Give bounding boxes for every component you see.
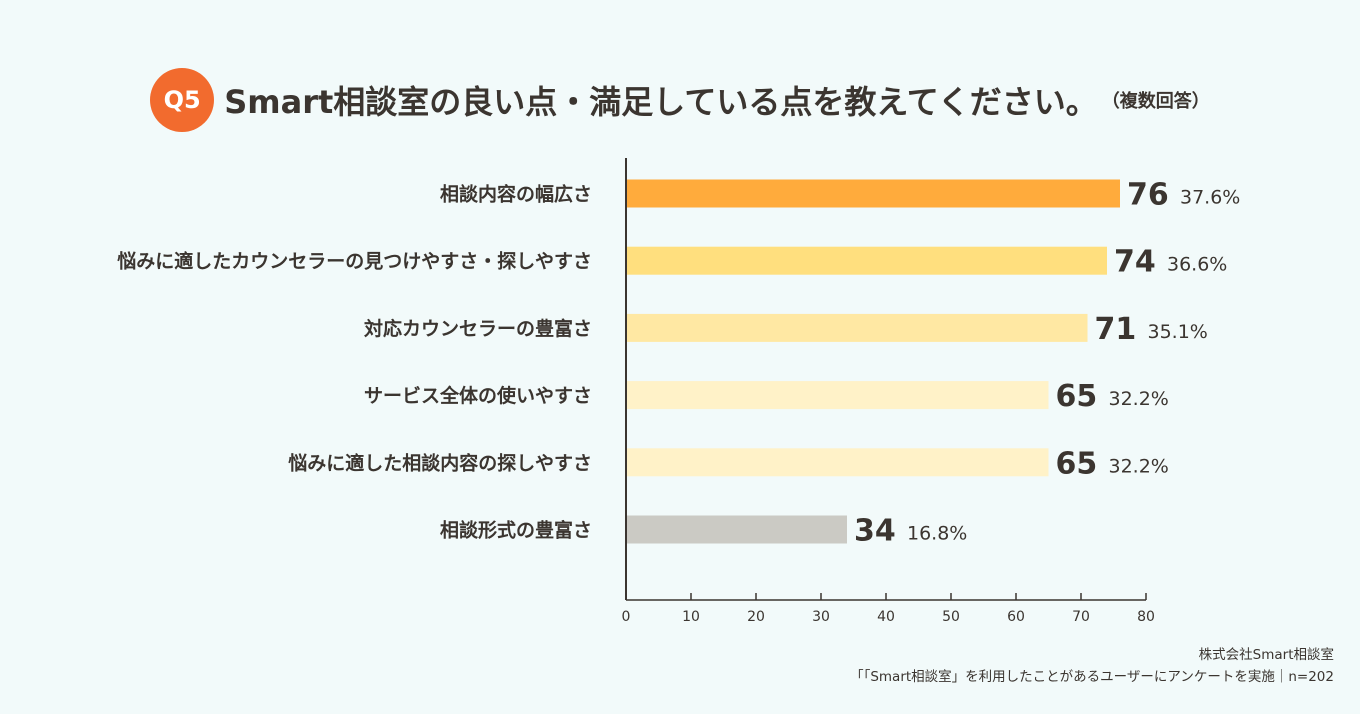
percent-label: 16.8% — [907, 523, 967, 545]
percent-label: 32.2% — [1109, 455, 1169, 477]
value-label: 74 — [1114, 245, 1156, 280]
chart-header: Q5 Smart相談室の良い点・満足している点を教えてください。 （複数回答） — [0, 68, 1360, 132]
value-label: 71 — [1095, 312, 1137, 347]
bar — [626, 179, 1120, 208]
value-label: 65 — [1056, 379, 1098, 414]
bar — [626, 515, 847, 544]
company-credit: 株式会社Smart相談室 — [1198, 647, 1334, 663]
x-tick-label: 30 — [812, 609, 830, 625]
x-tick-label: 50 — [942, 609, 960, 625]
x-tick-label: 70 — [1072, 609, 1090, 625]
bar — [626, 381, 1049, 410]
title-note: （複数回答） — [1101, 91, 1210, 112]
x-tick-label: 10 — [682, 609, 700, 625]
category-label: サービス全体の使いやすさ — [364, 384, 592, 407]
bar — [626, 246, 1107, 275]
percent-label: 36.6% — [1167, 254, 1227, 276]
chart-footer: 株式会社Smart相談室 「「Smart相談室」を利用したことがあるユーザーにア… — [850, 644, 1334, 688]
value-label: 76 — [1127, 178, 1169, 213]
x-tick-label: 0 — [622, 609, 631, 625]
bar — [626, 448, 1049, 477]
percent-label: 37.6% — [1180, 187, 1240, 209]
category-label: 相談内容の幅広さ — [440, 183, 592, 206]
x-tick-label: 80 — [1137, 609, 1155, 625]
x-tick-label: 20 — [747, 609, 765, 625]
chart-title: Smart相談室の良い点・満足している点を教えてください。 — [224, 83, 1098, 121]
category-label: 相談形式の豊富さ — [440, 519, 592, 542]
category-label: 悩みに適した相談内容の探しやすさ — [288, 451, 592, 474]
x-tick-label: 60 — [1007, 609, 1025, 625]
percent-label: 32.2% — [1109, 388, 1169, 410]
category-label: 対応カウンセラーの豊富さ — [363, 317, 592, 340]
value-label: 34 — [854, 514, 896, 549]
x-tick-label: 40 — [877, 609, 895, 625]
survey-note: 「「Smart相談室」を利用したことがあるユーザーにアンケートを実施｜n=202 — [850, 669, 1334, 685]
bar — [626, 313, 1088, 342]
question-badge: Q5 — [150, 68, 215, 132]
percent-label: 35.1% — [1148, 321, 1208, 343]
value-label: 65 — [1056, 446, 1098, 481]
category-label: 悩みに適したカウンセラーの見つけやすさ・探しやすさ — [117, 250, 592, 273]
